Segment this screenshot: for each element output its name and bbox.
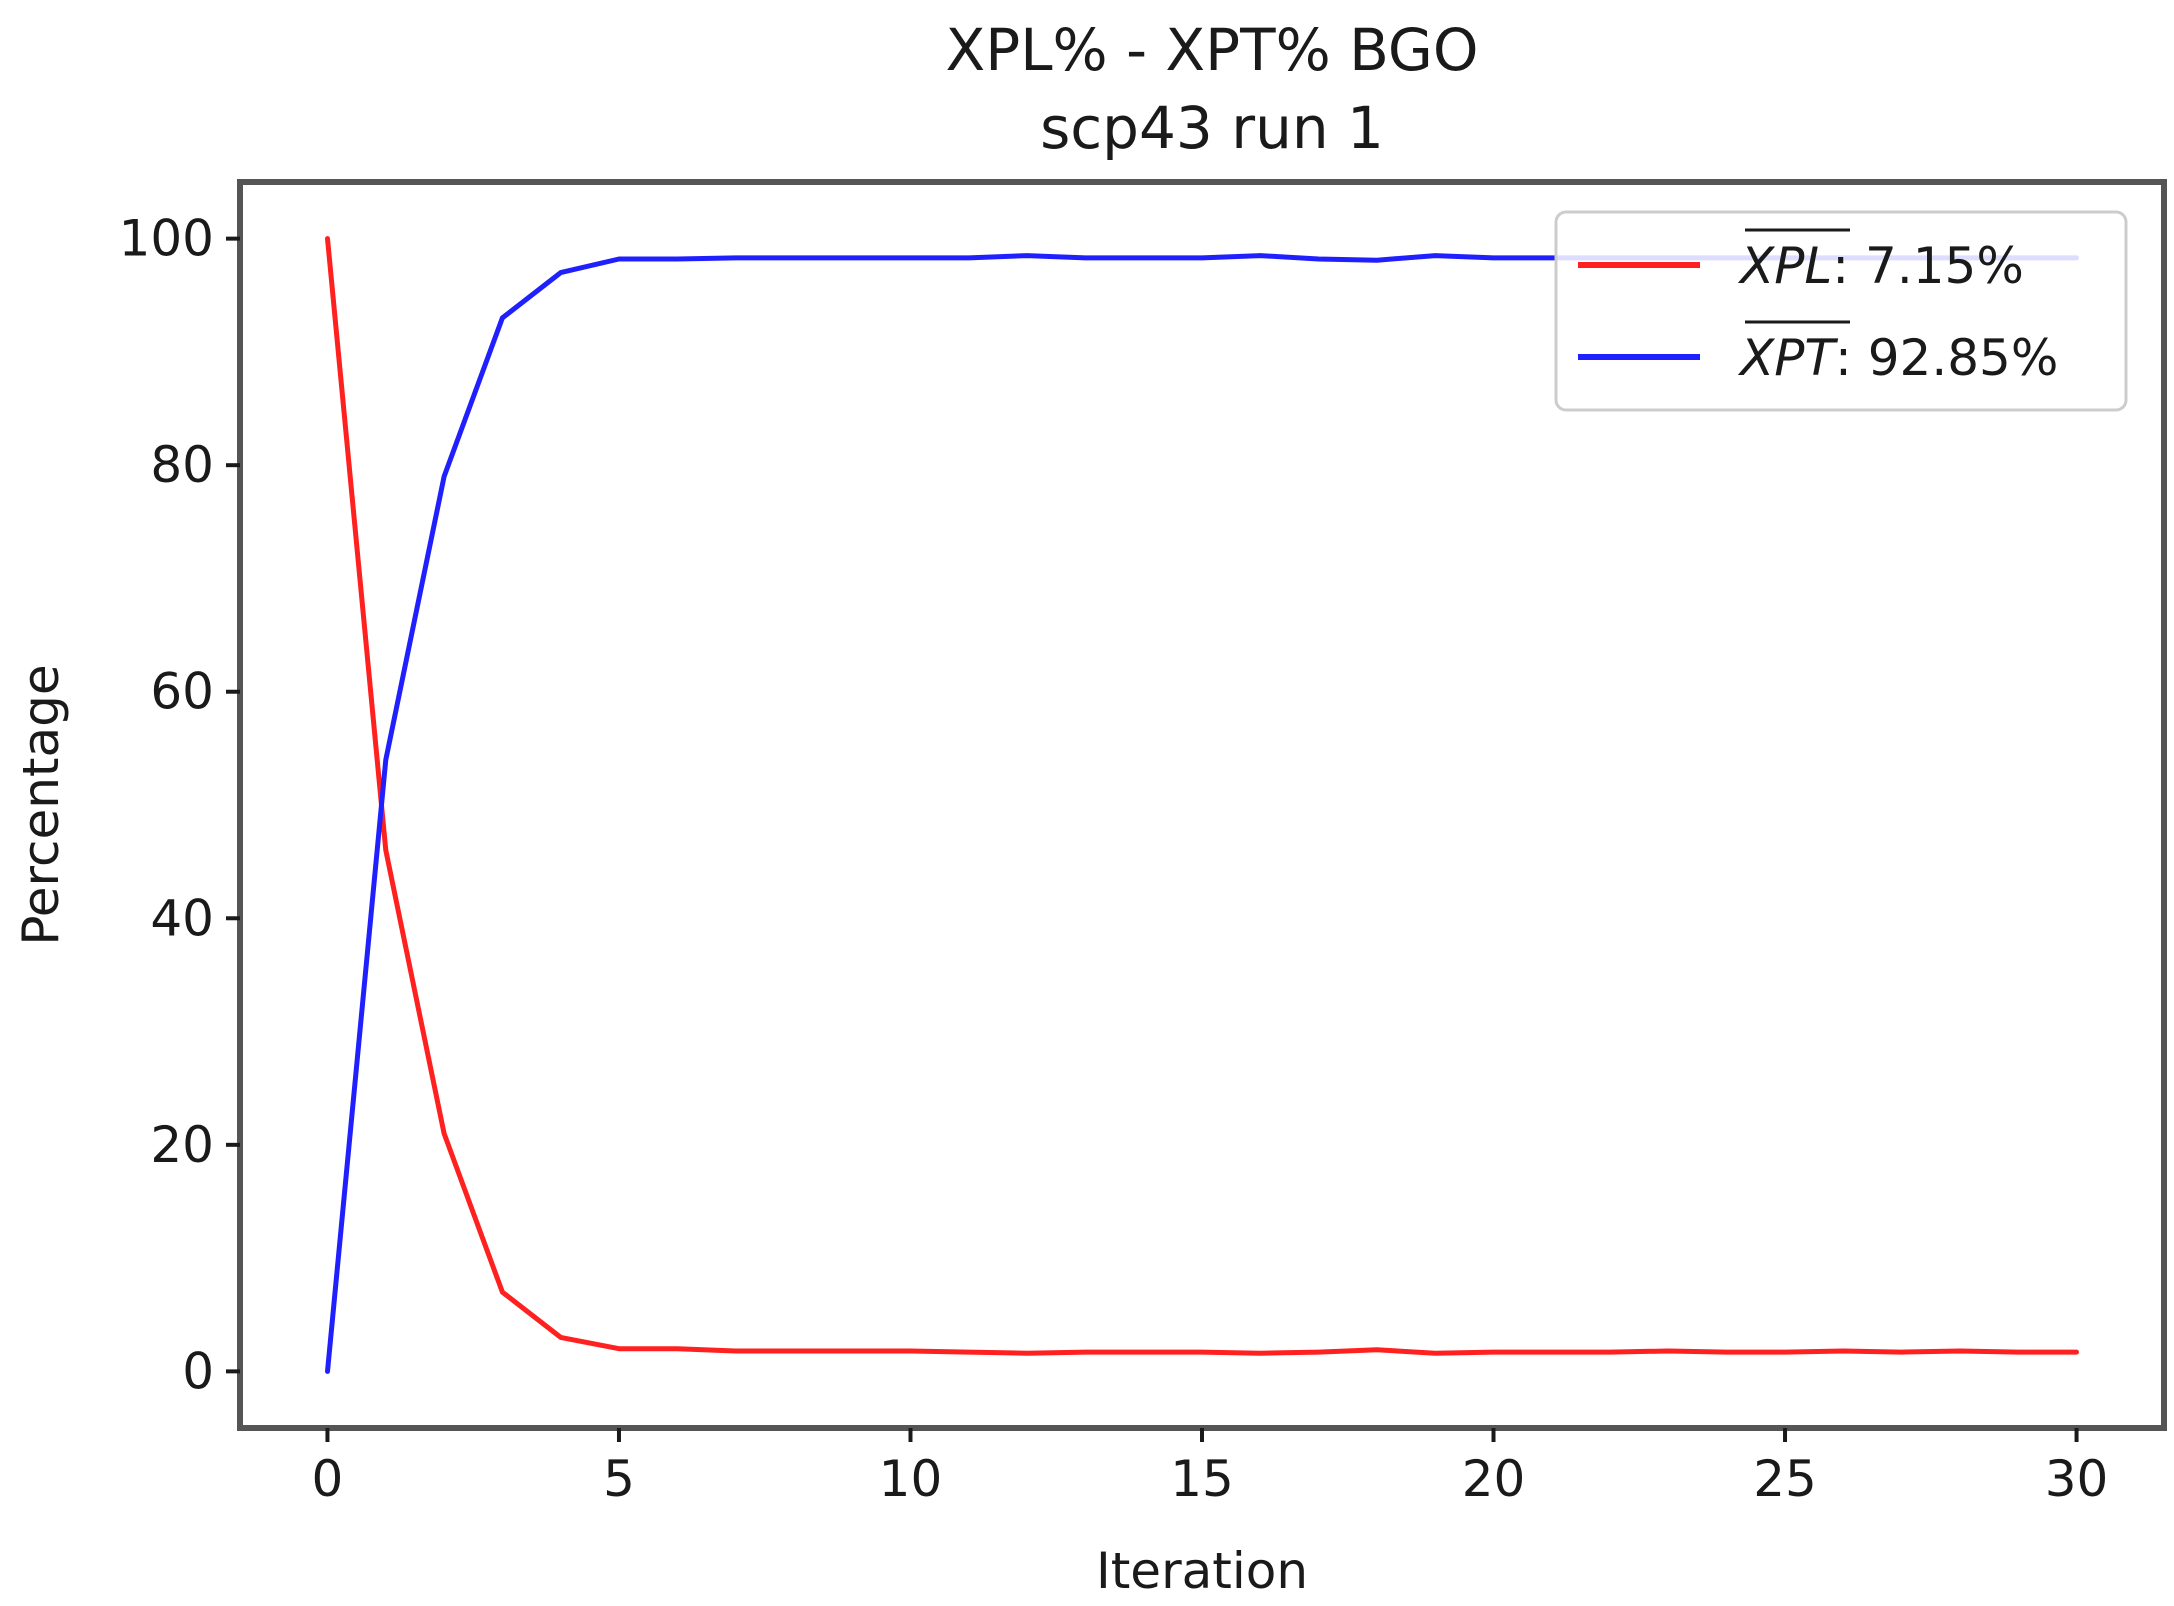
y-tick-label: 40 xyxy=(150,889,214,947)
y-tick-label: 80 xyxy=(150,436,214,494)
chart-subtitle: scp43 run 1 xyxy=(1040,94,1384,162)
y-axis-ticks: 0 20 40 60 80 100 xyxy=(119,210,240,1400)
legend-label-xpl: XPL: 7.15% xyxy=(1737,237,2024,295)
y-axis-label: Percentage xyxy=(12,664,70,945)
x-tick-label: 30 xyxy=(2045,1450,2109,1508)
y-tick-label: 20 xyxy=(150,1116,214,1174)
x-tick-label: 20 xyxy=(1462,1450,1526,1508)
x-tick-label: 25 xyxy=(1753,1450,1817,1508)
chart-title: XPL% - XPT% BGO xyxy=(946,16,1479,84)
x-axis-ticks: 0 5 10 15 20 25 30 xyxy=(312,1428,2109,1508)
x-tick-label: 10 xyxy=(879,1450,943,1508)
y-tick-label: 60 xyxy=(150,663,214,721)
legend-label-xpt: XPT: 92.85% xyxy=(1737,329,2058,387)
x-axis-label: Iteration xyxy=(1096,1542,1308,1600)
y-tick-label: 0 xyxy=(182,1342,214,1400)
x-tick-label: 5 xyxy=(603,1450,635,1508)
y-tick-label: 100 xyxy=(119,210,214,268)
x-tick-label: 15 xyxy=(1170,1450,1234,1508)
x-tick-label: 0 xyxy=(312,1450,344,1508)
series-line-xpl xyxy=(325,236,2079,1356)
legend: XPL: 7.15% XPT: 92.85% xyxy=(1554,210,2128,412)
legend-box xyxy=(1554,210,2128,412)
